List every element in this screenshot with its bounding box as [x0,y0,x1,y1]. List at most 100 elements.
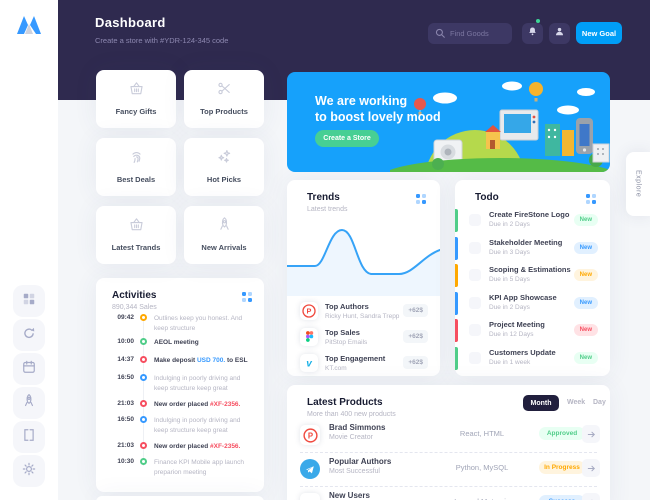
gear-icon [20,460,38,483]
trend-list-item[interactable]: Top Sales PitStop Emails +62$ [287,326,440,350]
todo-item-title: KPI App Showcase [489,292,557,302]
shortcut-card-hot-picks[interactable]: Hot Picks [184,138,264,196]
activity-time: 14:37 [117,356,134,363]
shortcut-card-latest-trands[interactable]: Latest Trands [96,206,176,264]
todo-item: Project Meeting Due in 12 Days New [455,318,610,344]
notifications-button[interactable] [522,19,543,44]
shortcut-card-new-arrivals[interactable]: New Arrivals [184,206,264,264]
sparkle-icon [215,150,234,170]
trend-item-title: Top Authors [325,302,369,311]
activity-text: Indulging in poorly driving and keep str… [154,417,241,435]
status-badge: New [573,324,598,336]
todo-item: KPI App Showcase Due in 2 Days New [455,291,610,317]
activity-time: 16:50 [117,374,134,381]
activity-time: 10:00 [117,338,134,345]
todo-color-bar [455,346,458,370]
bell-icon [526,25,539,43]
sidebar-item-dashboard[interactable] [13,285,45,317]
sidebar-item-sync[interactable] [13,319,45,351]
activity-text: AEOL meeting [154,339,199,346]
divider [300,452,597,453]
product-tech: Laravel,Metronic [437,497,527,500]
notification-dot [536,19,540,23]
status-badge: In Progress [539,461,585,474]
activity-dot [140,374,147,381]
activity-time: 10:30 [117,458,134,465]
shortcut-label: Best Deals [116,175,156,184]
shortcut-label: Hot Picks [206,175,242,184]
row-arrow-button[interactable] [582,459,600,477]
explore-tab[interactable]: Explore [626,152,650,216]
fingerprint-icon [127,152,146,170]
todo-item-title: Project Meeting [489,320,545,329]
calendar-icon [20,358,38,381]
menu-dots-icon[interactable] [586,194,596,204]
trend-list-item[interactable]: P Top Authors Ricky Hunt, Sandra Trepp +… [287,300,440,324]
create-store-button[interactable]: Create a Store [315,130,379,147]
trend-list-item[interactable]: v Top Engagement KT.com +62$ [287,352,440,376]
todo-item-title: Create FireStone Logo [489,210,570,219]
todo-card: Todo Create FireStone Logo Due in 2 Days… [455,180,610,376]
status-badge: New [573,296,598,309]
tab-week[interactable]: Week [567,399,586,406]
todo-item: Stakeholder Meeting Due in 3 Days New [455,236,610,262]
todo-checkbox[interactable] [469,324,481,336]
todo-checkbox[interactable] [469,241,481,254]
todo-item-due: Due in 3 Days [489,248,530,256]
menu-dots-icon[interactable] [242,292,252,302]
banner-title: We are working to boost lovely mood [315,94,441,125]
activity-time: 21:03 [117,400,134,407]
rocket-icon [215,217,234,238]
sidebar-item-settings[interactable] [13,455,45,487]
profile-button[interactable] [549,23,570,44]
activity-text: New order placed #XF-2356. [154,443,241,450]
products-title: Latest Products [307,397,383,408]
tab-day[interactable]: Day [593,399,606,406]
trends-title: Trends [307,192,340,203]
row-arrow-button[interactable] [582,425,600,443]
todo-item: Customers Update Due in 1 week New [455,346,610,372]
trend-item-badge: +62$ [403,330,428,343]
activity-dot [140,338,147,345]
todo-item-title: Customers Update [489,347,556,357]
shortcut-card-fancy-gifts[interactable]: Fancy Gifts [96,70,176,128]
todo-checkbox[interactable] [469,269,481,281]
sidebar-item-library[interactable] [13,421,45,453]
shortcut-label: Fancy Gifts [115,107,157,116]
sidebar-item-launch[interactable] [13,387,45,419]
shortcut-card-best-deals[interactable]: Best Deals [96,138,176,196]
row-arrow-button[interactable] [582,493,600,500]
todo-checkbox[interactable] [469,296,481,309]
divider [300,486,597,487]
new-goal-button[interactable]: New Goal [576,22,622,44]
trend-item-badge: +62$ [403,304,428,317]
todo-color-bar [455,291,458,315]
tab-month[interactable]: Month [523,395,559,411]
activity-time: 09:42 [117,314,134,321]
vimeo-icon: v [300,354,318,372]
product-tech: Python, MySQL [455,463,509,472]
rocket-icon [20,392,38,415]
activity-dot [140,400,147,407]
trend-item-badge: +62$ [403,356,428,369]
todo-checkbox[interactable] [469,214,481,226]
trend-item-title: Top Sales [325,328,360,337]
shortcut-card-top-products[interactable]: Top Products [184,70,264,128]
vimeo-icon: v [300,493,320,500]
sidebar-item-calendar[interactable] [13,353,45,385]
explore-label: Explore [634,170,642,198]
svg-text:v: v [307,498,314,500]
trend-item-subtitle: PitStop Emails [325,339,368,346]
latest-products-card: Latest Products More than 400 new produc… [287,385,610,500]
search-input[interactable] [450,23,508,44]
activities-subtitle: 890,344 Sales [112,304,157,311]
todo-item-due: Due in 2 Days [489,221,530,228]
page-subtitle: Create a store with #YDR-124-345 code [95,36,229,45]
menu-dots-icon[interactable] [416,194,426,204]
activity-dot [140,356,147,363]
app-logo[interactable] [15,12,43,41]
status-badge: New [573,269,598,281]
trends-chart [287,228,440,296]
activity-time: 16:50 [117,416,134,423]
todo-checkbox[interactable] [469,351,481,364]
